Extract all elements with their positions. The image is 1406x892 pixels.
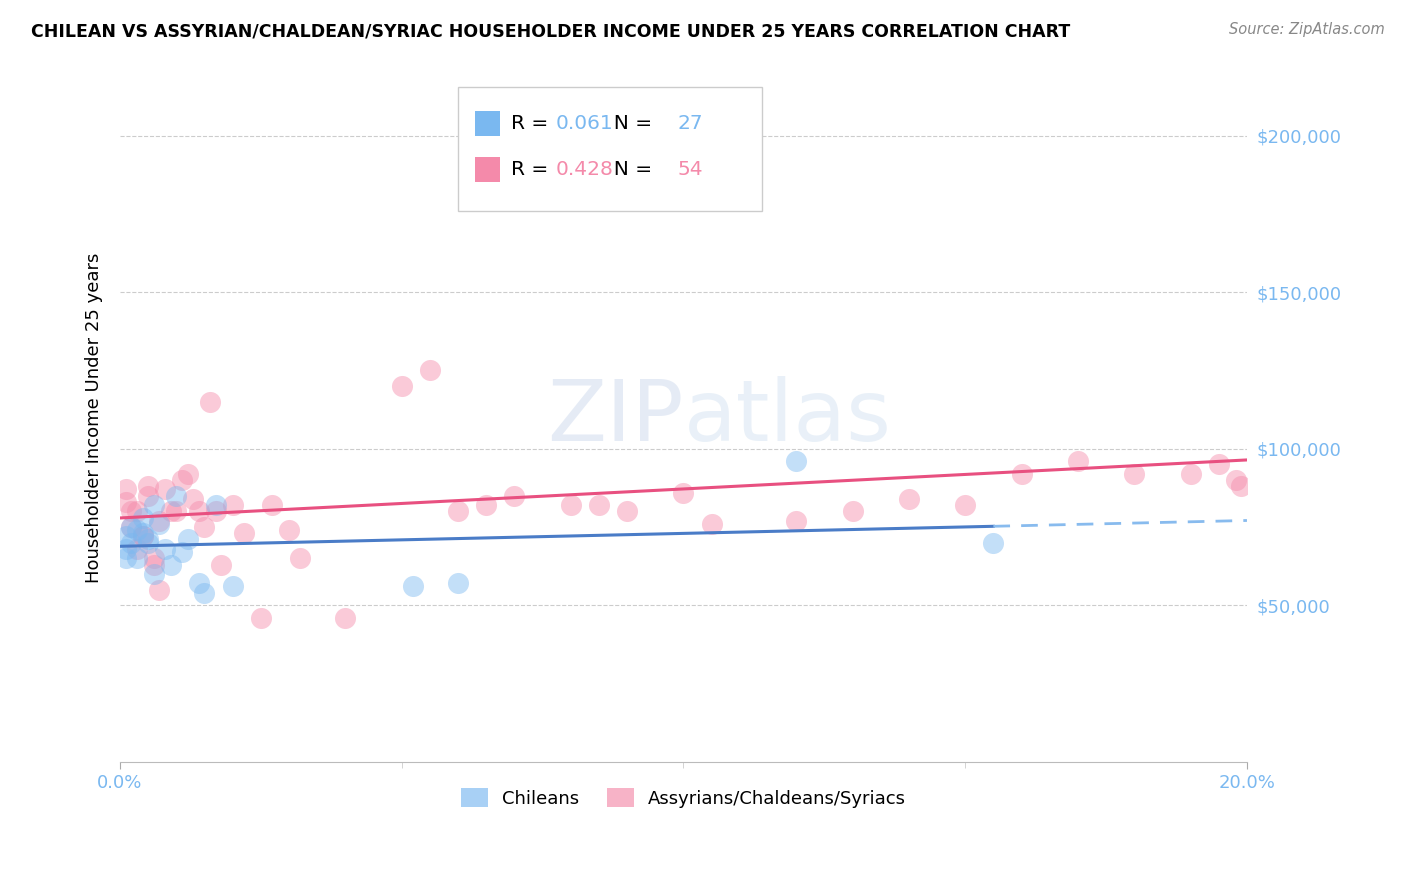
Point [125, 541, 148, 556]
Point [114, 495, 136, 509]
Point [785, 514, 807, 528]
Point [125, 504, 148, 518]
Point [187, 504, 209, 518]
Point [120, 504, 142, 518]
Point [159, 504, 181, 518]
Point [983, 535, 1005, 549]
Point [503, 489, 526, 503]
Point [335, 611, 357, 625]
Point [419, 363, 441, 377]
Point [136, 479, 159, 493]
Point [193, 520, 215, 534]
FancyBboxPatch shape [458, 87, 762, 211]
Text: R =: R = [510, 160, 554, 179]
Text: 0.428: 0.428 [557, 160, 614, 179]
Point [142, 551, 165, 566]
Point [262, 498, 284, 512]
FancyBboxPatch shape [475, 111, 499, 136]
Point [193, 585, 215, 599]
Point [198, 394, 221, 409]
Point [131, 529, 153, 543]
Point [221, 498, 243, 512]
Point [153, 483, 176, 497]
Y-axis label: Householder Income Under 25 years: Householder Income Under 25 years [86, 252, 103, 582]
Point [232, 526, 254, 541]
Point [187, 576, 209, 591]
Point [204, 498, 226, 512]
Point [1180, 467, 1202, 481]
Point [616, 504, 638, 518]
Point [170, 473, 193, 487]
Point [120, 520, 142, 534]
Point [1230, 479, 1253, 493]
Point [153, 541, 176, 556]
Point [953, 498, 976, 512]
Legend: Chileans, Assyrians/Chaldeans/Syriacs: Chileans, Assyrians/Chaldeans/Syriacs [454, 780, 914, 814]
Point [209, 558, 232, 572]
Point [136, 535, 159, 549]
Point [114, 551, 136, 566]
Point [142, 558, 165, 572]
Text: N =: N = [602, 160, 658, 179]
Point [114, 483, 136, 497]
Point [1123, 467, 1146, 481]
Point [278, 523, 301, 537]
Point [136, 533, 159, 547]
Point [728, 185, 751, 199]
Point [120, 535, 142, 549]
Point [447, 504, 470, 518]
Point [1011, 467, 1033, 481]
Point [560, 498, 582, 512]
Text: R =: R = [510, 114, 554, 133]
Point [159, 558, 181, 572]
Point [1225, 473, 1247, 487]
Point [447, 576, 470, 591]
Point [131, 529, 153, 543]
Point [165, 489, 187, 503]
Point [170, 545, 193, 559]
Point [588, 498, 610, 512]
Point [125, 551, 148, 566]
Point [391, 379, 413, 393]
Text: N =: N = [602, 114, 658, 133]
Point [221, 579, 243, 593]
Point [475, 498, 498, 512]
Text: ZIP: ZIP [547, 376, 683, 458]
FancyBboxPatch shape [475, 157, 499, 182]
Point [165, 504, 187, 518]
Point [114, 529, 136, 543]
Point [700, 516, 723, 531]
Point [148, 514, 170, 528]
Point [290, 551, 312, 566]
Point [250, 611, 273, 625]
Point [142, 566, 165, 581]
Point [672, 485, 695, 500]
Point [841, 504, 863, 518]
Text: CHILEAN VS ASSYRIAN/CHALDEAN/SYRIAC HOUSEHOLDER INCOME UNDER 25 YEARS CORRELATIO: CHILEAN VS ASSYRIAN/CHALDEAN/SYRIAC HOUS… [31, 22, 1070, 40]
Text: 54: 54 [678, 160, 703, 179]
Point [114, 541, 136, 556]
Point [204, 504, 226, 518]
Point [148, 582, 170, 597]
Point [1067, 454, 1090, 468]
Point [785, 454, 807, 468]
Point [125, 523, 148, 537]
Point [142, 498, 165, 512]
Text: atlas: atlas [683, 376, 891, 458]
Point [148, 516, 170, 531]
Point [897, 491, 920, 506]
Point [131, 526, 153, 541]
Text: Source: ZipAtlas.com: Source: ZipAtlas.com [1229, 22, 1385, 37]
Point [120, 520, 142, 534]
Text: 27: 27 [678, 114, 703, 133]
Point [1208, 458, 1230, 472]
Point [402, 579, 425, 593]
Point [176, 533, 198, 547]
Point [136, 489, 159, 503]
Point [131, 510, 153, 524]
Text: 0.061: 0.061 [557, 114, 614, 133]
Point [181, 491, 204, 506]
Point [176, 467, 198, 481]
